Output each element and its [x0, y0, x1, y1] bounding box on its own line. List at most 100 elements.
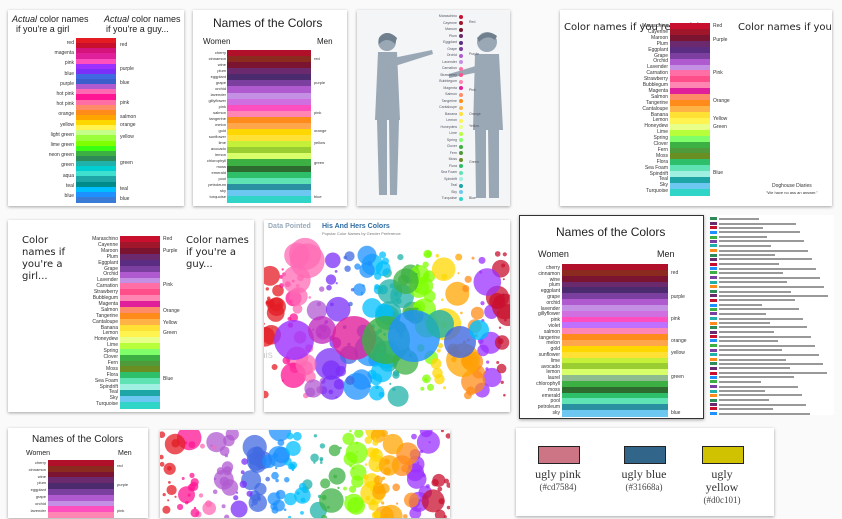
color-stripe — [227, 147, 311, 154]
men-labels: red purple pink orange yellow green blue — [668, 216, 702, 418]
color-stripe — [76, 176, 116, 183]
color-bubble — [480, 301, 485, 306]
color-bubble — [396, 502, 399, 505]
result-thumbnail-names-of-colors-small[interactable]: Names of the Colors Women Men cherry cinn… — [8, 428, 148, 518]
result-thumbnail-doghouse-diaries[interactable]: Color names if you're a girl... Color na… — [560, 10, 832, 206]
women-color-label: sunflower — [538, 352, 560, 358]
color-dot — [459, 144, 463, 149]
girl-heading: Color names if you're a girl... — [564, 22, 709, 33]
color-stripe — [670, 82, 710, 89]
color-bubble — [264, 390, 269, 399]
girl-color-name: Maroon — [651, 34, 668, 41]
color-stripe — [562, 369, 668, 376]
chat-message — [719, 299, 795, 302]
color-stripe — [120, 307, 160, 314]
color-stripe — [670, 34, 710, 42]
chat-avatar — [710, 290, 717, 293]
chat-message — [719, 258, 812, 261]
guy-color-label: orange — [120, 122, 136, 128]
women-color-label: salmon — [213, 110, 226, 115]
result-thumbnail-ugly-colors[interactable]: ugly pink (#cd7584) ugly blue (#31668a) … — [516, 428, 774, 516]
chat-message — [719, 217, 759, 220]
color-stripe — [227, 62, 311, 69]
color-stripe — [76, 63, 116, 70]
color-name: Salmon — [445, 92, 457, 96]
color-stripe — [76, 171, 116, 177]
color-dot — [459, 177, 463, 181]
color-bubble — [345, 375, 355, 385]
color-bubble — [384, 513, 389, 518]
color-bubble — [188, 441, 196, 449]
chat-avatar — [710, 280, 717, 284]
color-bubble — [246, 490, 253, 497]
girl-color-name: Turquoise — [95, 401, 118, 408]
girl-color-name: Turquoise — [645, 188, 668, 195]
color-bubble — [404, 492, 419, 508]
chat-avatar — [710, 235, 717, 239]
girl-color-name: Clover — [653, 141, 668, 147]
color-bubble — [473, 268, 502, 296]
color-stripe — [48, 512, 114, 518]
color-bubble — [478, 256, 486, 264]
color-stripe — [76, 104, 116, 111]
color-stripe — [227, 116, 311, 124]
color-bubble — [310, 453, 319, 463]
result-thumbnail-color-names-girl-guy[interactable]: Color names if you're a girl... Color na… — [8, 220, 254, 412]
result-thumbnail-names-of-colors-large[interactable]: Names of the Colors Women Men cherry cinn… — [519, 215, 704, 419]
women-color-label: lime — [218, 140, 226, 145]
women-labels: cherry cinnamon wine plum eggplant grape orchi… — [520, 216, 562, 418]
color-stripe — [120, 384, 160, 391]
color-bubble — [166, 484, 177, 496]
result-thumbnail-his-and-hers-colors[interactable]: Data Pointed His And Hers Colors Popular… — [264, 220, 510, 412]
chat-message — [719, 349, 782, 352]
girl-color-name: Eggplant — [648, 46, 668, 53]
color-stripe — [76, 99, 116, 106]
result-thumbnail-names-of-colors[interactable]: Names of the Colors Women Men cherry cinn… — [193, 10, 347, 206]
color-bubble — [284, 477, 290, 483]
color-stripe — [76, 68, 116, 75]
girl-color-name: Sea Foam — [94, 377, 118, 384]
color-bubble — [351, 369, 372, 390]
color-bubble — [363, 474, 369, 480]
chat-message — [719, 231, 800, 234]
guy-color-groups: Red Purple Pink Orange Yellow Green Blue — [160, 220, 190, 412]
color-bubble — [284, 242, 310, 269]
chat-message — [719, 407, 773, 410]
color-bubble — [264, 322, 265, 325]
color-bubble — [212, 445, 217, 450]
result-thumbnail-chat-transcript[interactable] — [710, 215, 834, 415]
women-color-label: lavender — [30, 507, 46, 513]
women-color-label: lime — [550, 357, 560, 364]
color-bubble — [489, 292, 506, 310]
color-stripe — [48, 494, 114, 502]
guy-color-group: Orange — [713, 98, 730, 104]
color-bubble — [304, 379, 323, 398]
color-stripe — [670, 88, 710, 95]
result-thumbnail-color-bubbles[interactable] — [160, 430, 450, 518]
girl-color-label: green — [61, 162, 74, 169]
color-dot — [459, 86, 463, 90]
color-bubble — [167, 466, 172, 471]
color-bubble — [271, 471, 279, 480]
color-bubble — [294, 487, 311, 504]
men-header: Men — [657, 249, 675, 259]
color-bubble — [359, 262, 375, 278]
chat-avatar — [710, 317, 717, 321]
women-color-label: laurel — [547, 375, 560, 382]
girl-color-name: Teal — [108, 389, 118, 396]
women-color-label: cherry — [214, 50, 226, 55]
color-stripe — [120, 253, 160, 261]
color-bubble — [420, 449, 424, 454]
result-thumbnail-actual-color-names[interactable]: Actual color names if you're a girl Actu… — [8, 10, 184, 206]
result-thumbnail-man-woman-arguing[interactable]: Maraschino Cayenne Maroon Plum Eggplant Grape… — [357, 10, 510, 206]
girl-color-name: Maroon — [101, 247, 118, 254]
girl-color-name: Spring — [103, 348, 118, 355]
color-bubble — [189, 472, 195, 478]
women-color-label: tangerine — [209, 116, 226, 121]
color-stripe — [670, 141, 710, 149]
color-bubble — [270, 502, 278, 510]
group-label: Pink — [469, 88, 476, 92]
color-bubble — [371, 451, 378, 458]
color-stripe — [120, 390, 160, 397]
women-color-label: eggplant — [540, 288, 560, 295]
